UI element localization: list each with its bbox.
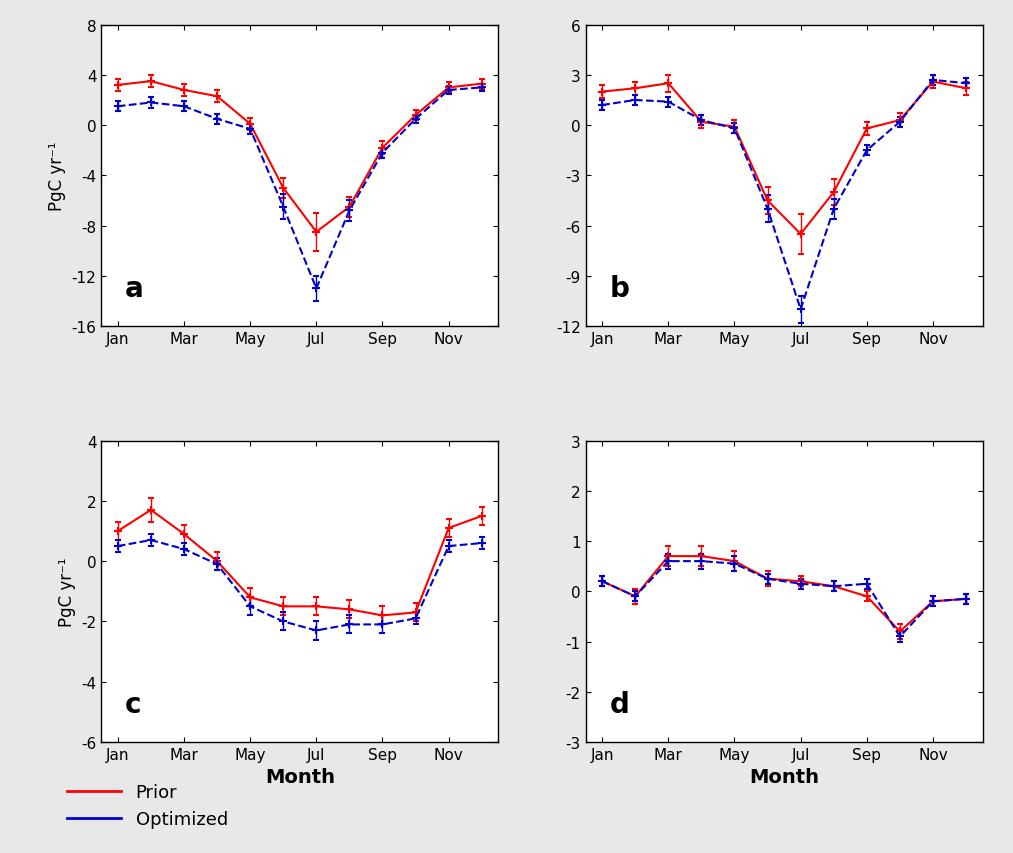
Text: c: c: [126, 690, 142, 718]
Y-axis label: PgC yr⁻¹: PgC yr⁻¹: [48, 142, 66, 211]
X-axis label: Month: Month: [264, 768, 334, 786]
X-axis label: Month: Month: [750, 768, 820, 786]
Text: d: d: [610, 690, 629, 718]
Y-axis label: PgC yr⁻¹: PgC yr⁻¹: [58, 557, 76, 626]
Text: a: a: [126, 275, 144, 303]
Text: b: b: [610, 275, 629, 303]
Legend: Prior, Optimized: Prior, Optimized: [60, 776, 235, 835]
